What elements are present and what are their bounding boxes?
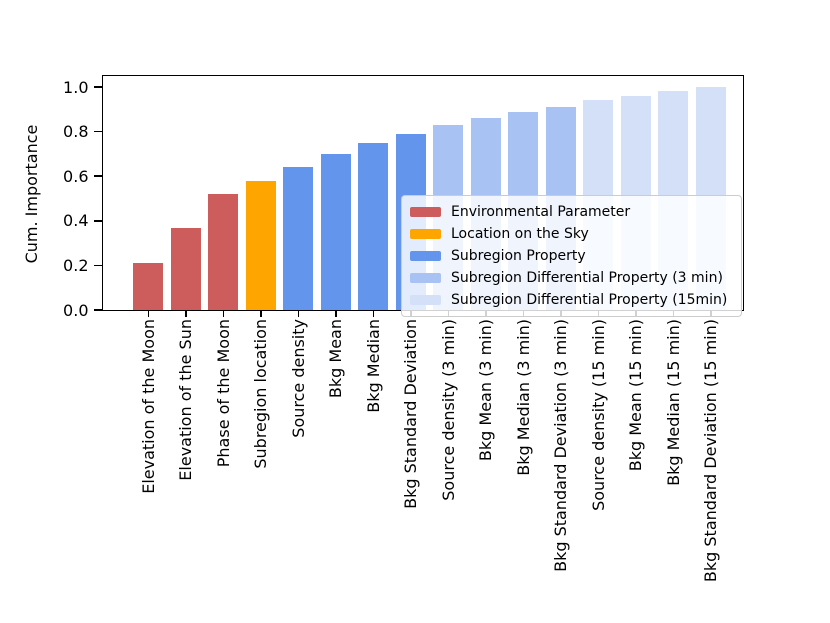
- bar-elevation-of-the-sun: [170, 227, 201, 310]
- legend-row-subregion: Subregion Property: [410, 245, 733, 267]
- x-tick-mark: [335, 310, 337, 317]
- x-tick-mark: [297, 310, 300, 317]
- x-tick-label-bkg-standard-deviation-3-min: Bkg Standard Deviation (3 min): [551, 318, 571, 572]
- legend-label-diff3: Subregion Differential Property (3 min): [451, 270, 723, 286]
- y-tick-label-0.4: 0.4: [63, 211, 89, 231]
- y-tick-mark: [94, 86, 103, 88]
- bar-elevation-of-the-moon: [133, 263, 164, 310]
- x-tick-label-bkg-median-15-min: Bkg Median (15 min): [663, 318, 683, 486]
- x-tick-label-phase-of-the-moon: Phase of the Moon: [213, 318, 233, 467]
- y-tick-mark: [94, 264, 103, 267]
- legend-row-diff15: Subregion Differential Property (15min): [410, 289, 733, 311]
- bar-bkg-mean: [320, 153, 351, 310]
- x-tick-mark: [372, 310, 375, 317]
- legend-swatch-subregion: [410, 251, 441, 261]
- y-tick-mark: [94, 220, 103, 222]
- y-tick-label-0.0: 0.0: [63, 300, 89, 320]
- y-tick-mark: [94, 130, 103, 133]
- legend-swatch-diff3: [410, 273, 441, 283]
- x-tick-mark: [260, 310, 262, 317]
- x-tick-label-elevation-of-the-moon: Elevation of the Moon: [138, 318, 158, 494]
- plot-area: [94, 75, 744, 317]
- x-tick-label-source-density-3-min: Source density (3 min): [438, 318, 458, 501]
- y-tick-mark: [94, 309, 103, 311]
- x-tick-mark: [222, 310, 225, 317]
- x-tick-label-bkg-mean-15-min: Bkg Mean (15 min): [626, 318, 646, 471]
- bar-bkg-median: [358, 142, 389, 310]
- x-tick-label-source-density: Source density: [288, 318, 308, 438]
- legend-swatch-environmental: [410, 207, 441, 217]
- legend-row-environmental: Environmental Parameter: [410, 201, 733, 223]
- legend-label-sky: Location on the Sky: [451, 226, 589, 242]
- x-tick-label-source-density-15-min: Source density (15 min): [588, 318, 608, 511]
- y-axis-title: Cum. Importance: [22, 124, 41, 263]
- x-tick-label-subregion-location: Subregion location: [251, 318, 271, 469]
- legend-label-environmental: Environmental Parameter: [451, 204, 631, 220]
- legend-row-diff3: Subregion Differential Property (3 min): [410, 267, 733, 289]
- bar-subregion-location: [245, 180, 276, 310]
- legend-row-sky: Location on the Sky: [410, 223, 733, 245]
- bar-source-density: [283, 167, 314, 310]
- y-tick-label-1.0: 1.0: [63, 77, 89, 97]
- legend-swatch-sky: [410, 229, 441, 239]
- legend-label-diff15: Subregion Differential Property (15min): [451, 292, 728, 308]
- y-tick-label-0.8: 0.8: [63, 122, 89, 142]
- x-tick-label-elevation-of-the-sun: Elevation of the Sun: [176, 318, 196, 481]
- x-tick-label-bkg-standard-deviation-15-min: Bkg Standard Deviation (15 min): [701, 318, 721, 582]
- x-tick-label-bkg-median-3-min: Bkg Median (3 min): [513, 318, 533, 476]
- x-tick-label-bkg-mean-3-min: Bkg Mean (3 min): [476, 318, 496, 461]
- legend-swatch-diff15: [410, 295, 441, 305]
- legend-label-subregion: Subregion Property: [451, 248, 586, 264]
- legend: Environmental Parameter Location on the S…: [401, 195, 742, 317]
- x-tick-mark: [147, 310, 150, 317]
- y-tick-label-0.6: 0.6: [63, 166, 89, 186]
- bar-phase-of-the-moon: [208, 194, 239, 310]
- y-tick-label-0.2: 0.2: [63, 255, 89, 275]
- y-tick-mark: [94, 175, 103, 177]
- x-tick-label-bkg-mean: Bkg Mean: [326, 318, 346, 398]
- x-tick-mark: [185, 310, 187, 317]
- x-tick-label-bkg-standard-deviation: Bkg Standard Deviation: [401, 318, 421, 509]
- x-tick-label-bkg-median: Bkg Median: [363, 318, 383, 413]
